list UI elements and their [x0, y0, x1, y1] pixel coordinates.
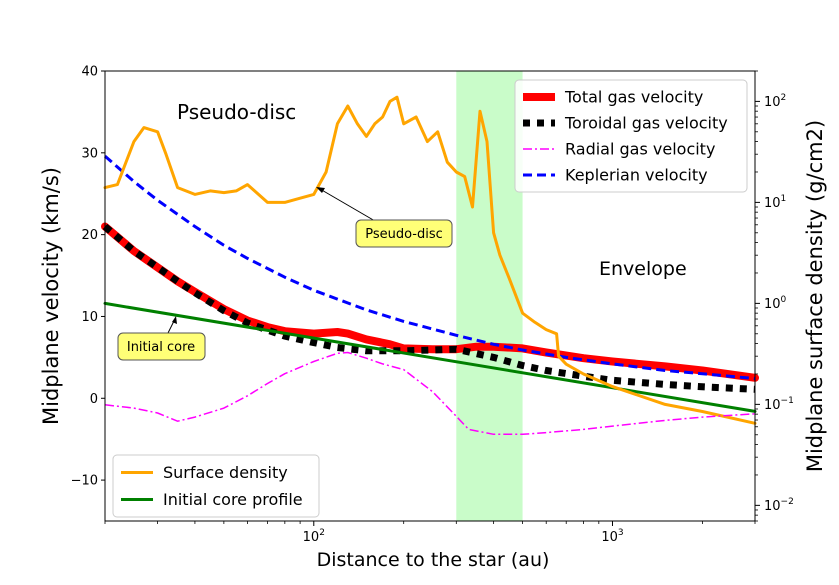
- series-initial-core-profile: [103, 301, 757, 413]
- legend-label: Surface density: [163, 463, 288, 482]
- legend-label: Keplerian velocity: [565, 166, 708, 185]
- legend-lower: Surface density Initial core profile: [112, 454, 320, 518]
- tick-layer: −10 0 10 20 30 40 102 103 10−2 10−1 100 101 102: [71, 65, 794, 546]
- y2-tick-label: 10−2: [764, 497, 794, 514]
- y-axis-label: Midplane velocity (km/s): [39, 167, 63, 425]
- series-radial-gas-velocity: [104, 351, 756, 436]
- y2-tick-label: 100: [764, 295, 787, 312]
- x-tick-label: 103: [601, 528, 623, 545]
- pseudo-disc-title: Pseudo-disc: [177, 100, 296, 124]
- x-axis-label: Distance to the star (au): [317, 549, 550, 571]
- series-layer: [101, 95, 759, 436]
- legend-box: [514, 79, 748, 193]
- legend-label: Toroidal gas velocity: [564, 114, 728, 133]
- series-surface-density: [103, 95, 757, 425]
- legend-box: [112, 454, 320, 518]
- y-tick-label: 0: [90, 392, 98, 407]
- pseudo-disc-box-label: Pseudo-disc: [365, 227, 443, 242]
- y-tick-label: 40: [81, 65, 98, 80]
- y-tick-label: 30: [81, 146, 98, 161]
- y2-tick-label: 101: [764, 194, 786, 211]
- y-tick-label: −10: [71, 474, 98, 489]
- shaded-region: [456, 71, 523, 521]
- legend-label: Initial core profile: [163, 490, 303, 509]
- initial-core-callout: Initial core: [117, 316, 206, 361]
- legend-upper: Total gas velocity Toroidal gas velocity R…: [514, 79, 748, 193]
- y-tick-label: 10: [81, 310, 98, 325]
- y2-tick-label: 102: [764, 93, 786, 110]
- envelope-title: Envelope: [599, 258, 687, 280]
- legend-label: Radial gas velocity: [565, 140, 715, 159]
- initial-core-box-label: Initial core: [127, 340, 195, 355]
- y2-tick-label: 10−1: [764, 396, 794, 413]
- x-tick-label: 102: [303, 528, 325, 545]
- series-keplerian-velocity: [104, 154, 756, 381]
- y-tick-label: 20: [81, 228, 98, 243]
- pseudo-disc-callout: Pseudo-disc: [316, 187, 453, 248]
- legend-label: Total gas velocity: [564, 88, 703, 107]
- y2-axis-label: Midplane surface density (g/cm2): [803, 120, 827, 472]
- plot-frame: [104, 70, 756, 522]
